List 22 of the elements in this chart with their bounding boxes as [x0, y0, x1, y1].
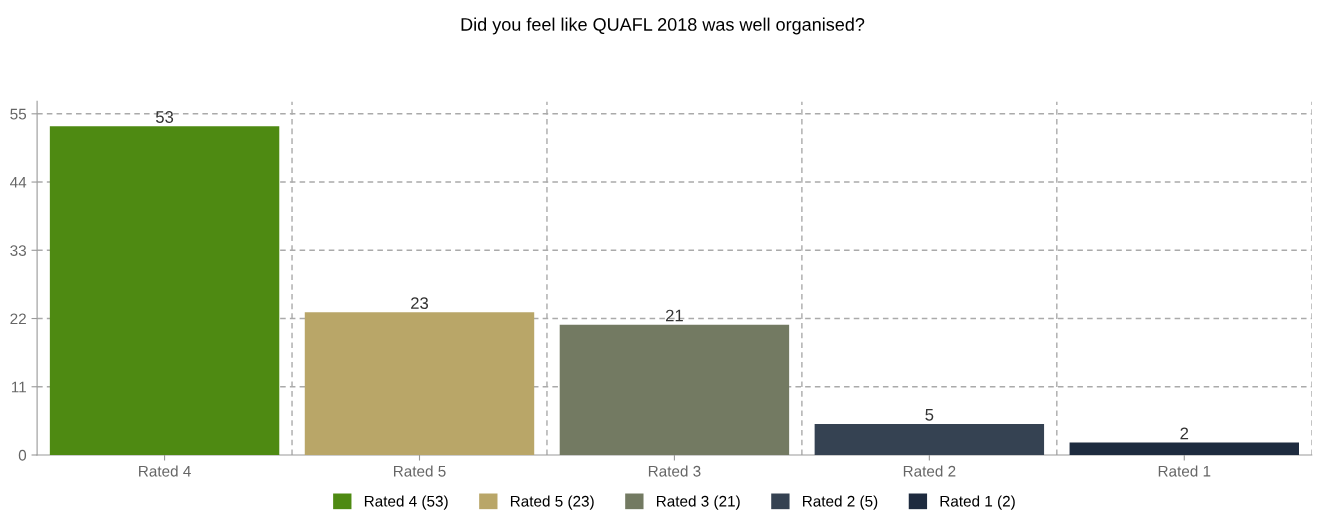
data-label: 23 — [411, 297, 429, 310]
chart-title: Did you feel like QUAFL 2018 was well organised? — [461, 17, 865, 35]
x-tick-label: Rated 3 — [648, 465, 701, 477]
data-label: 53 — [155, 111, 174, 123]
x-tick-label: Rated 2 — [903, 465, 956, 477]
x-tick-label: Rated 1 — [1158, 465, 1211, 477]
y-tick-label: 22 — [10, 313, 26, 325]
legend-label: Rated 2 (5) — [803, 495, 878, 510]
legend-label: Rated 1 (2) — [940, 495, 1015, 510]
y-tick-label: 0 — [18, 449, 27, 461]
x-tick-label: Rated 4 — [139, 465, 191, 477]
data-label: 21 — [666, 309, 683, 322]
y-tick-label: 44 — [10, 177, 27, 188]
data-label: 5 — [925, 409, 934, 421]
y-tick-label: 33 — [10, 245, 27, 256]
legend-label: Rated 3 (21) — [656, 495, 740, 510]
legend-label: Rated 4 (53) — [364, 495, 448, 510]
data-label: 2 — [1180, 427, 1189, 440]
x-tick-label: Rated 5 — [394, 465, 446, 477]
y-tick-label: 11 — [11, 381, 26, 393]
legend-label: Rated 5 (23) — [510, 495, 594, 510]
y-tick-label: 55 — [10, 108, 27, 120]
